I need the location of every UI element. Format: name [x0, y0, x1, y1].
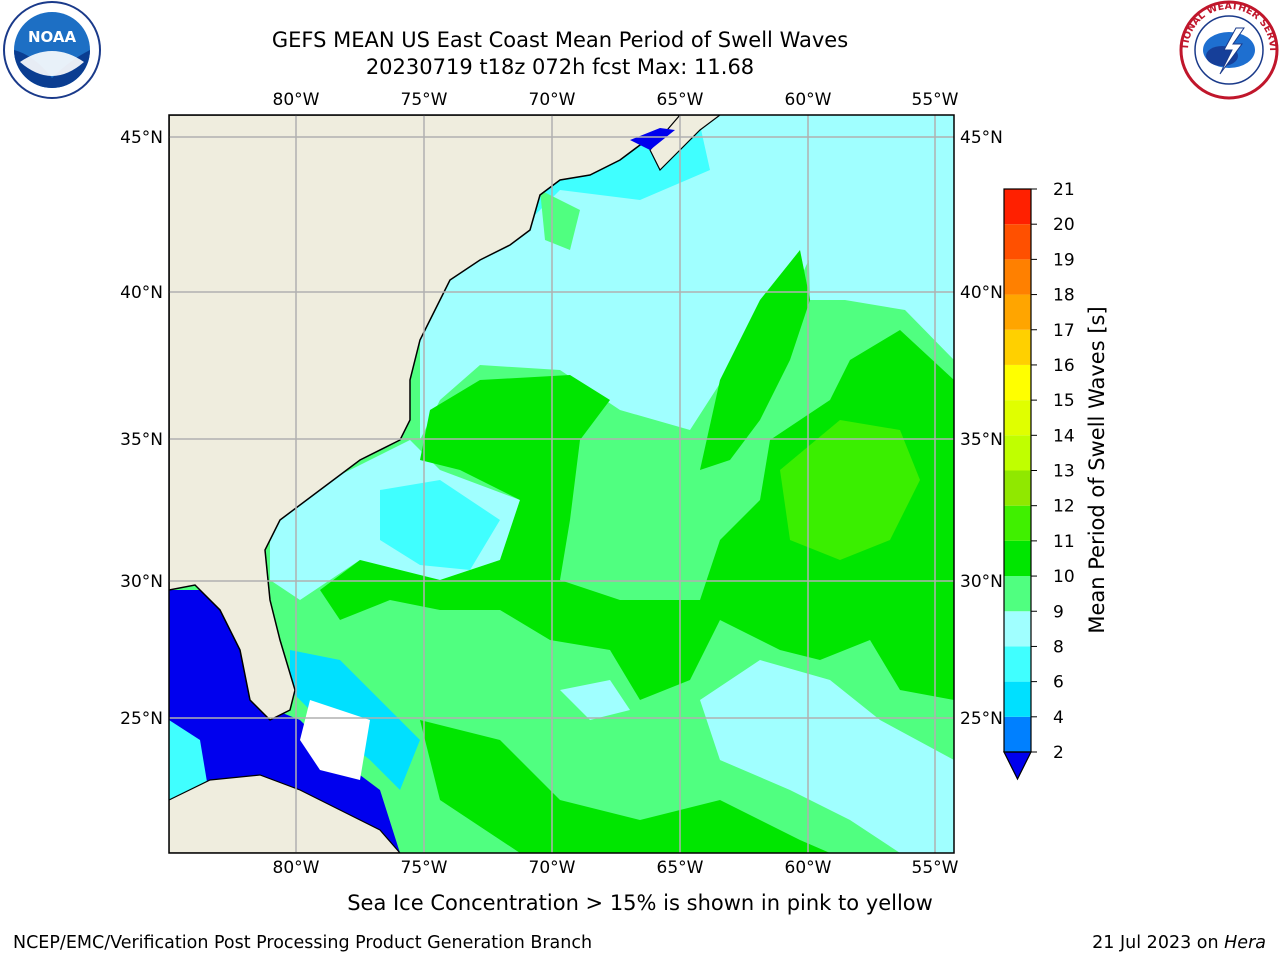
- swell-region-6-8: [380, 480, 500, 570]
- colorbar: 2 4 6 8 9 10 11 12 13 14 15 16 17 18 19 20 21: [1003, 180, 1075, 781]
- colorbar-segment: [1004, 716, 1031, 752]
- colorbar-segment: [1004, 259, 1031, 295]
- colorbar-tick-label: 16: [1053, 356, 1075, 376]
- lon-tick-bottom: 75°W: [401, 858, 448, 878]
- colorbar-segment: [1004, 224, 1031, 260]
- lat-tick-right: 45°N: [960, 128, 1003, 148]
- lon-tick-bottom: 65°W: [657, 858, 704, 878]
- swell-region-8-9: [560, 680, 630, 720]
- lon-tick-bottom: 60°W: [785, 858, 832, 878]
- colorbar-tick-label: 11: [1053, 532, 1075, 552]
- map-tick-labels: 80°W 80°W 75°W 75°W 70°W 70°W 65°W 65°W 60°W 60°W…: [120, 90, 1003, 878]
- noaa-logo: NOAA: [3, 1, 101, 99]
- colorbar-segment: [1004, 611, 1031, 647]
- lat-tick-right: 40°N: [960, 283, 1003, 303]
- lon-tick-top: 65°W: [657, 90, 704, 110]
- lon-tick-bottom: 80°W: [273, 858, 320, 878]
- map-frame: [168, 114, 955, 854]
- lon-tick-top: 70°W: [529, 90, 576, 110]
- colorbar-tick-label: 14: [1053, 426, 1075, 446]
- colorbar-segment: [1004, 505, 1031, 541]
- credit-left: NCEP/EMC/Verification Post Processing Pr…: [13, 933, 593, 953]
- colorbar-tick-label: 17: [1053, 321, 1075, 341]
- lon-tick-top: 55°W: [912, 90, 959, 110]
- lon-tick-bottom: 70°W: [529, 858, 576, 878]
- colorbar-tick-label: 8: [1053, 637, 1064, 657]
- colorbar-segment: [1004, 435, 1031, 471]
- colorbar-tick-label: 12: [1053, 497, 1075, 517]
- lon-tick-top: 60°W: [785, 90, 832, 110]
- colorbar-tick-label: 4: [1053, 708, 1064, 728]
- no-data-region: [300, 700, 370, 780]
- colorbar-segment: [1004, 364, 1031, 401]
- colorbar-tick-label: 13: [1053, 462, 1075, 482]
- lat-tick-right: 25°N: [960, 709, 1003, 729]
- colorbar-tick-label: 9: [1053, 602, 1064, 622]
- swell-region-8-9: [805, 115, 954, 360]
- nws-logo: NATIONAL WEATHER SERVICE: [1178, 0, 1279, 100]
- colorbar-segment: [1004, 329, 1031, 365]
- colorbar-segment: [1004, 576, 1031, 612]
- lat-tick-left: 30°N: [120, 572, 163, 592]
- swell-region-9-10: [540, 190, 580, 250]
- credit-host: Hera: [1224, 933, 1266, 953]
- colorbar-tick-label: 18: [1053, 286, 1075, 306]
- colorbar-segment: [1004, 646, 1031, 682]
- map-area: [169, 115, 954, 853]
- lon-tick-top: 80°W: [273, 90, 320, 110]
- colorbar-segment: [1004, 294, 1031, 330]
- swell-region-10-11: [700, 250, 810, 470]
- swell-region-8-9: [700, 660, 954, 853]
- colorbar-tick-label: 19: [1053, 250, 1075, 270]
- colorbar-segment: [1004, 470, 1031, 506]
- colorbar-tick-label: 2: [1053, 743, 1064, 763]
- lat-tick-right: 35°N: [960, 430, 1003, 450]
- colorbar-tick-label: 6: [1053, 673, 1064, 693]
- lat-tick-right: 30°N: [960, 572, 1003, 592]
- lat-tick-left: 45°N: [120, 128, 163, 148]
- sea-ice-note: Sea Ice Concentration > 15% is shown in …: [347, 891, 933, 915]
- colorbar-tick-label: 15: [1053, 391, 1075, 411]
- chart-title: GEFS MEAN US East Coast Mean Period of S…: [271, 28, 849, 52]
- colorbar-segment: [1004, 681, 1031, 717]
- lat-tick-left: 25°N: [120, 709, 163, 729]
- colorbar-segment: [1004, 540, 1031, 577]
- lon-tick-bottom: 55°W: [912, 858, 959, 878]
- credit-right: 21 Jul 2023 on Hera: [1092, 933, 1266, 953]
- map-gridlines: [169, 115, 954, 853]
- colorbar-tick-label: 20: [1053, 215, 1075, 235]
- lon-tick-top: 75°W: [401, 90, 448, 110]
- credit-date: 21 Jul 2023 on: [1092, 933, 1225, 953]
- bay-of-fundy-low-period: [630, 128, 675, 150]
- lat-tick-left: 35°N: [120, 430, 163, 450]
- colorbar-label: Mean Period of Swell Waves [s]: [1085, 306, 1109, 634]
- colorbar-segment: [1004, 189, 1031, 225]
- cuba-landmass: [169, 774, 401, 853]
- colorbar-tick-label: 10: [1053, 567, 1075, 587]
- colorbar-extend-min: [1003, 751, 1032, 781]
- chart-subtitle: 20230719 t18z 072h fcst Max: 11.68: [365, 55, 755, 79]
- colorbar-tick-label: 21: [1053, 180, 1075, 200]
- colorbar-segment: [1004, 400, 1031, 436]
- swell-region-10-11: [320, 330, 954, 700]
- swell-region-10-11: [420, 720, 830, 853]
- svg-text:NOAA: NOAA: [28, 28, 77, 46]
- swell-region-11-12: [780, 420, 920, 560]
- lat-tick-left: 40°N: [120, 283, 163, 303]
